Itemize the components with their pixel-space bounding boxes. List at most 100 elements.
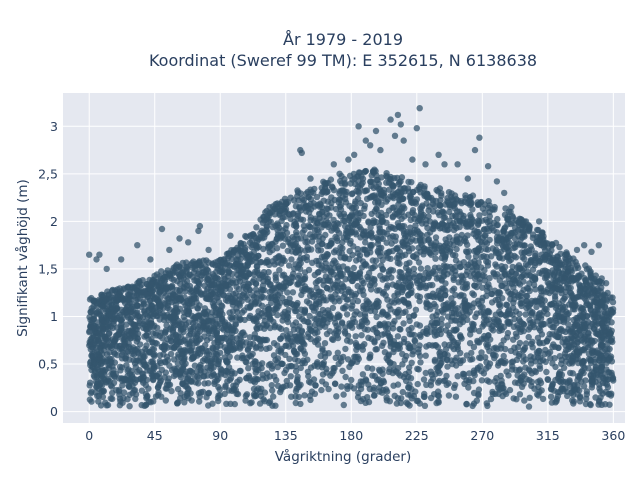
data-point <box>274 222 282 229</box>
data-point <box>556 334 563 341</box>
data-point <box>367 230 374 237</box>
data-point <box>429 290 437 297</box>
data-point <box>174 360 181 367</box>
data-point <box>251 331 258 338</box>
data-point <box>234 354 241 361</box>
data-point <box>365 269 373 277</box>
data-point <box>201 373 208 380</box>
data-point <box>551 355 558 362</box>
data-point <box>492 261 499 268</box>
data-point <box>174 385 182 393</box>
data-point <box>516 326 524 333</box>
data-point <box>483 225 491 232</box>
data-point <box>333 235 341 242</box>
data-point <box>264 215 271 222</box>
data-point <box>483 359 490 366</box>
data-point <box>316 311 324 318</box>
data-point <box>311 362 318 369</box>
data-point <box>537 257 544 265</box>
data-point <box>360 279 367 287</box>
data-point <box>515 232 522 240</box>
data-point <box>420 376 428 383</box>
data-point <box>444 313 452 320</box>
data-point <box>442 287 449 294</box>
data-point <box>583 292 590 299</box>
data-point <box>283 382 290 389</box>
data-point <box>454 373 461 380</box>
data-point <box>341 218 348 225</box>
data-point <box>279 242 287 249</box>
data-point <box>539 395 547 403</box>
data-point <box>235 339 243 347</box>
data-point <box>162 286 170 293</box>
data-point <box>299 229 306 236</box>
data-point <box>471 372 478 379</box>
data-point <box>483 335 490 343</box>
data-point <box>275 347 282 355</box>
data-point <box>379 331 386 338</box>
data-point <box>326 328 333 335</box>
data-point <box>341 176 348 183</box>
data-point <box>219 315 226 323</box>
data-point <box>289 322 297 329</box>
data-point <box>169 319 177 326</box>
data-point <box>484 246 491 253</box>
data-point <box>408 286 415 294</box>
data-point <box>378 174 385 181</box>
data-point <box>208 281 215 288</box>
data-point <box>568 293 575 300</box>
data-point <box>363 187 371 194</box>
data-point <box>402 377 410 385</box>
data-point <box>411 337 418 344</box>
data-point <box>456 263 464 271</box>
data-point <box>319 347 326 354</box>
data-point <box>291 265 298 273</box>
data-point <box>444 363 451 370</box>
data-point <box>484 262 492 269</box>
data-point <box>335 199 342 206</box>
data-point <box>582 277 589 284</box>
data-point <box>126 403 133 410</box>
data-point <box>370 386 377 394</box>
data-point <box>244 345 252 353</box>
data-point <box>279 360 286 368</box>
data-point <box>162 328 169 336</box>
data-point <box>222 384 229 391</box>
data-point <box>332 354 339 361</box>
data-point <box>258 302 266 309</box>
data-point <box>196 302 203 309</box>
data-point <box>186 271 193 279</box>
data-point <box>241 307 248 314</box>
data-point <box>569 306 577 313</box>
data-point <box>337 254 344 261</box>
data-point <box>493 229 501 236</box>
data-point <box>604 345 611 352</box>
data-point <box>597 336 604 344</box>
data-point <box>580 347 588 354</box>
data-point <box>597 387 604 395</box>
data-point <box>182 321 190 328</box>
data-point <box>152 393 160 400</box>
data-point <box>339 245 346 252</box>
data-point <box>98 302 106 310</box>
data-point <box>197 364 205 371</box>
data-point <box>348 319 356 327</box>
data-point <box>484 287 491 294</box>
data-point <box>510 244 517 252</box>
data-point <box>411 332 418 339</box>
data-point <box>376 222 383 230</box>
data-point <box>289 234 296 241</box>
data-point <box>485 281 492 288</box>
data-point <box>314 329 321 336</box>
data-point <box>537 232 544 239</box>
data-point <box>563 338 571 345</box>
data-point <box>190 325 197 332</box>
data-point <box>95 398 102 405</box>
data-point <box>539 267 547 275</box>
data-point <box>338 319 346 326</box>
data-point <box>183 263 191 271</box>
data-point <box>209 400 216 407</box>
data-point <box>290 197 298 204</box>
data-point <box>196 398 203 405</box>
data-point <box>569 360 576 367</box>
